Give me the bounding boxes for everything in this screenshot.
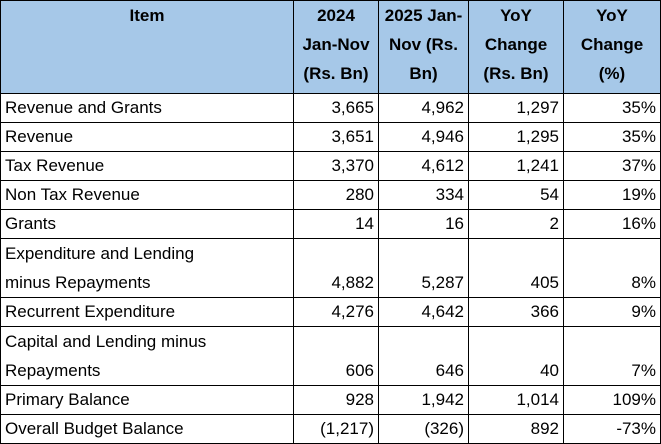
header-2025-jan-nov: 2025 Jan- Nov (Rs. Bn) (378, 0, 469, 94)
item-cell: Tax Revenue (0, 151, 294, 181)
table-row: Tax Revenue 3,370 4,612 1,241 37% (0, 151, 661, 181)
value-2025-cell: 334 (378, 180, 469, 210)
table-row: Non Tax Revenue 280 334 54 19% (0, 180, 661, 210)
value-2024-cell: 928 (293, 385, 379, 415)
value-2024-cell: 606 (293, 326, 379, 386)
table-row: Capital and Lending minus Repayments 606 6… (0, 326, 661, 386)
yoy-percent-cell: 35% (563, 93, 661, 123)
yoy-percent-cell: 8% (563, 238, 661, 298)
yoy-change-cell: 40 (468, 326, 564, 386)
item-cell: Primary Balance (0, 385, 294, 415)
table-row: Expenditure and Lending minus Repayments… (0, 238, 661, 298)
yoy-change-cell: 1,241 (468, 151, 564, 181)
yoy-change-cell: 1,297 (468, 93, 564, 123)
value-2025-cell: 4,612 (378, 151, 469, 181)
header-yoy-change-value: YoY Change (Rs. Bn) (468, 0, 564, 94)
value-2025-cell: 1,942 (378, 385, 469, 415)
yoy-percent-cell: -73% (563, 414, 661, 444)
value-2024-cell: 3,370 (293, 151, 379, 181)
table-row: Revenue and Grants 3,665 4,962 1,297 35% (0, 93, 661, 123)
value-2025-cell: 4,642 (378, 297, 469, 327)
value-2024-cell: (1,217) (293, 414, 379, 444)
value-2024-cell: 3,651 (293, 122, 379, 152)
item-cell: Non Tax Revenue (0, 180, 294, 210)
value-2024-cell: 14 (293, 209, 379, 239)
value-2025-cell: 16 (378, 209, 469, 239)
yoy-change-cell: 405 (468, 238, 564, 298)
yoy-percent-cell: 109% (563, 385, 661, 415)
value-2024-cell: 3,665 (293, 93, 379, 123)
yoy-change-cell: 366 (468, 297, 564, 327)
item-cell: Capital and Lending minus Repayments (0, 326, 294, 386)
item-cell: Overall Budget Balance (0, 414, 294, 444)
yoy-change-cell: 54 (468, 180, 564, 210)
table-body: Revenue and Grants 3,665 4,962 1,297 35% Reve… (0, 93, 661, 444)
yoy-percent-cell: 9% (563, 297, 661, 327)
header-yoy-change-percent: YoY Change (%) (563, 0, 661, 94)
yoy-percent-cell: 37% (563, 151, 661, 181)
yoy-change-cell: 1,295 (468, 122, 564, 152)
value-2024-cell: 4,882 (293, 238, 379, 298)
value-2025-cell: 4,946 (378, 122, 469, 152)
table-row: Recurrent Expenditure 4,276 4,642 366 9% (0, 297, 661, 327)
value-2025-cell: 646 (378, 326, 469, 386)
value-2024-cell: 280 (293, 180, 379, 210)
yoy-percent-cell: 19% (563, 180, 661, 210)
table-row: Revenue 3,651 4,946 1,295 35% (0, 122, 661, 152)
item-cell: Revenue (0, 122, 294, 152)
yoy-change-cell: 892 (468, 414, 564, 444)
header-row: Item 2024 Jan-Nov (Rs. Bn) 2025 Jan- Nov… (0, 0, 661, 94)
table-row: Grants 14 16 2 16% (0, 209, 661, 239)
value-2025-cell: 5,287 (378, 238, 469, 298)
table-row: Primary Balance 928 1,942 1,014 109% (0, 385, 661, 415)
yoy-percent-cell: 7% (563, 326, 661, 386)
value-2024-cell: 4,276 (293, 297, 379, 327)
yoy-change-cell: 2 (468, 209, 564, 239)
value-2025-cell: 4,962 (378, 93, 469, 123)
table-header: Item 2024 Jan-Nov (Rs. Bn) 2025 Jan- Nov… (0, 0, 661, 94)
value-2025-cell: (326) (378, 414, 469, 444)
header-2024-jan-nov: 2024 Jan-Nov (Rs. Bn) (293, 0, 379, 94)
item-cell: Recurrent Expenditure (0, 297, 294, 327)
yoy-percent-cell: 35% (563, 122, 661, 152)
item-cell: Grants (0, 209, 294, 239)
header-item: Item (0, 0, 294, 94)
yoy-change-cell: 1,014 (468, 385, 564, 415)
yoy-percent-cell: 16% (563, 209, 661, 239)
table-row: Overall Budget Balance (1,217) (326) 892 -73… (0, 414, 661, 444)
item-cell: Revenue and Grants (0, 93, 294, 123)
item-cell: Expenditure and Lending minus Repayments (0, 238, 294, 298)
